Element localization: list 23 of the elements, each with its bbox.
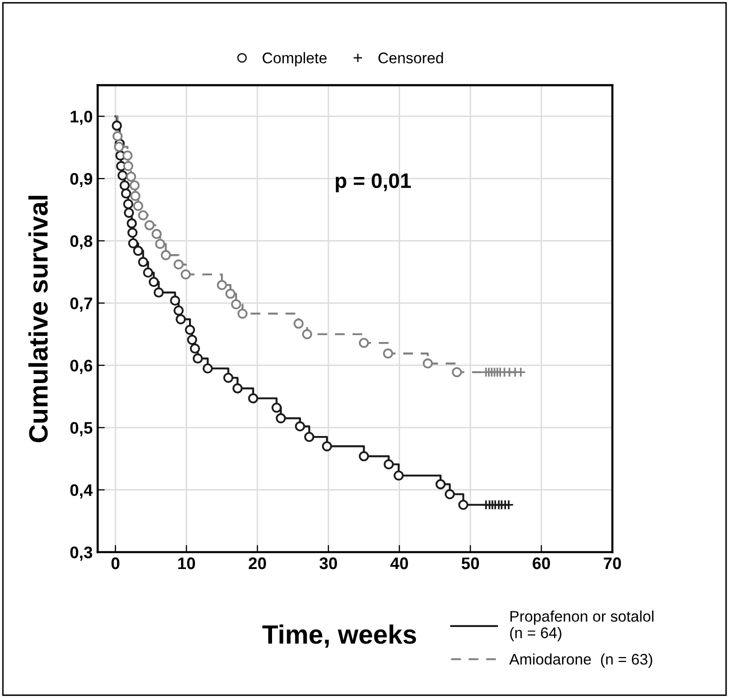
- x-tick-label: 10: [178, 557, 196, 570]
- x-tick-label: 60: [532, 557, 550, 570]
- y-tick-label: 0,6: [70, 360, 92, 374]
- y-tick-label: 0,9: [70, 172, 92, 188]
- legend-label: Complete: [262, 52, 327, 66]
- x-tick-label: 50: [462, 557, 479, 570]
- x-tick-label: 40: [390, 557, 408, 570]
- x-tick-label: 70: [604, 557, 621, 570]
- y-tick-label: 1,0: [70, 110, 92, 125]
- x-tick-label: 20: [248, 557, 266, 570]
- y-tick-label: 0,8: [70, 235, 92, 250]
- y-tick-label: 0,3: [70, 546, 92, 561]
- x-tick-label: 0: [111, 557, 120, 570]
- y-tick-label: 0,5: [70, 422, 92, 436]
- legend-label: Censored: [378, 52, 443, 64]
- y-tick-label: 0,7: [70, 297, 92, 312]
- x-tick-label: 30: [320, 557, 337, 570]
- annotation: p = 0,01: [336, 173, 411, 192]
- y-tick-label: 0,4: [70, 484, 93, 498]
- legend-label: Propafenon or sotalol (n = 64): [510, 610, 654, 642]
- x-axis-title: Time, weeks: [262, 624, 416, 648]
- legend-label: Amiodarone (n = 63): [509, 653, 652, 668]
- y-axis-title: Cumulative survival: [28, 196, 48, 442]
